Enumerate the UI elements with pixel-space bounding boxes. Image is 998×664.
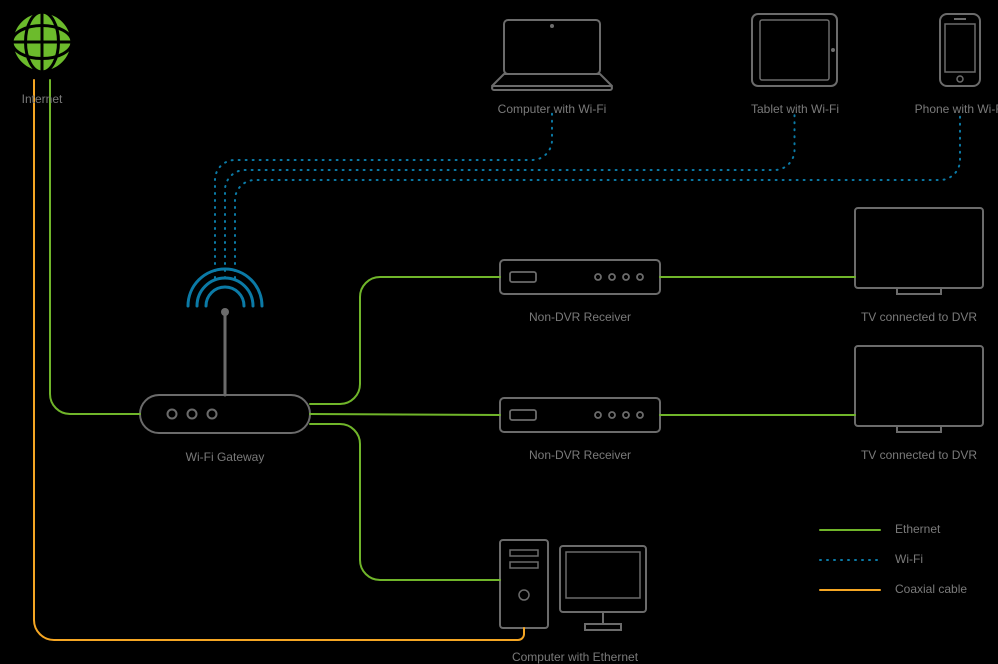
receiver-2-label: Non-DVR Receiver [460, 448, 700, 462]
desktop-icon [500, 540, 646, 630]
receiver-2-icon [500, 398, 660, 432]
globe-icon [12, 12, 72, 72]
tv-2-label: TV connected to DVR [799, 448, 998, 462]
receiver-1-label: Non-DVR Receiver [460, 310, 700, 324]
tv-1-label: TV connected to DVR [799, 310, 998, 324]
legend-coax-label: Coaxial cable [895, 582, 967, 596]
gateway-icon [140, 269, 310, 433]
diagram-stage: Internet Wi-Fi Gateway Non-DVR Receiver Non… [0, 0, 998, 662]
wire-gw-receiver1 [310, 277, 500, 404]
tablet-icon [752, 14, 837, 86]
receiver-1-icon [500, 260, 660, 294]
phone-label: Phone with Wi-Fi [840, 102, 998, 116]
phone-icon [940, 14, 980, 86]
wire-wifi-tablet [225, 112, 795, 278]
tv-1-icon [855, 208, 983, 294]
internet-label: Internet [0, 92, 162, 106]
wire-gw-receiver2 [310, 414, 500, 415]
legend-wifi-label: Wi-Fi [895, 552, 923, 566]
laptop-label: Computer with Wi-Fi [432, 102, 672, 116]
laptop-icon [492, 20, 612, 90]
tv-2-icon [855, 346, 983, 432]
wire-coax [34, 80, 524, 640]
legend-ethernet-label: Ethernet [895, 522, 940, 536]
gateway-label: Wi-Fi Gateway [105, 450, 345, 464]
wire-wifi-phone [235, 112, 960, 278]
wire-wifi-laptop [215, 112, 552, 278]
wire-internet-to-gateway [50, 80, 140, 414]
